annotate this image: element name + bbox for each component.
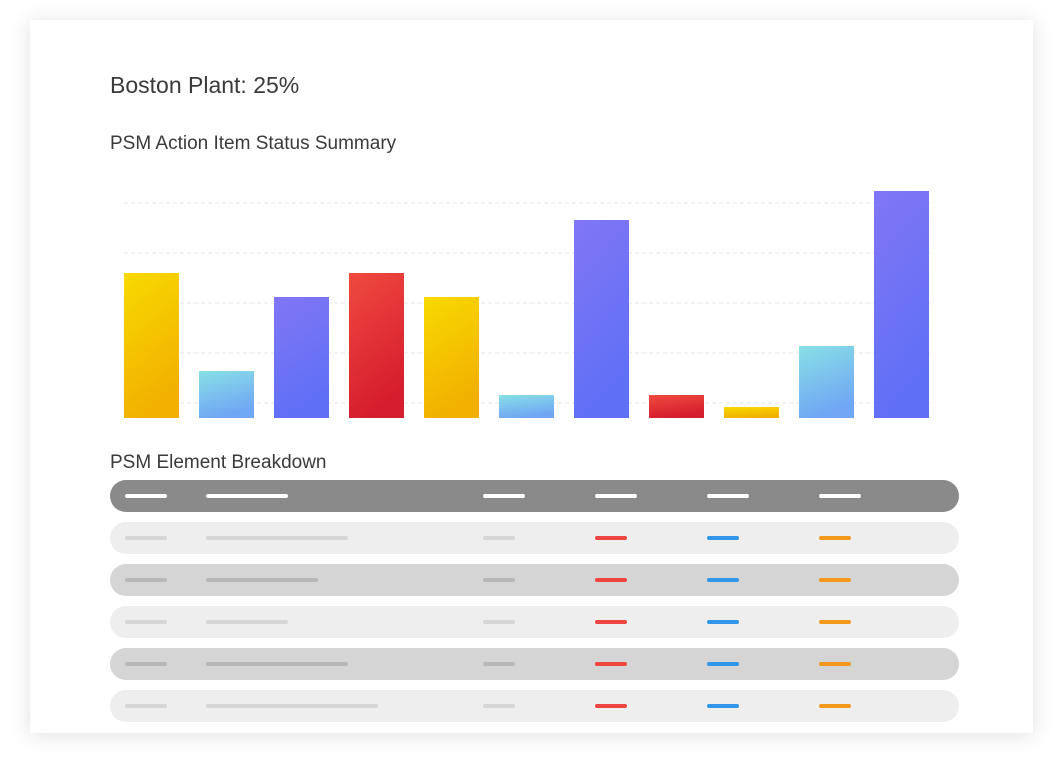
bar	[349, 273, 404, 418]
placeholder-dash	[483, 704, 515, 708]
placeholder-dash	[483, 662, 515, 666]
bar	[199, 371, 254, 418]
bar	[274, 297, 329, 418]
placeholder-dash	[819, 494, 861, 498]
placeholder-dash	[206, 494, 288, 498]
bar	[574, 220, 629, 418]
placeholder-dash	[125, 620, 167, 624]
bar	[874, 191, 929, 418]
placeholder-dash	[595, 494, 637, 498]
bar	[724, 407, 779, 418]
bar	[799, 346, 854, 418]
table-title: PSM Element Breakdown	[110, 452, 327, 473]
table-row	[110, 648, 959, 680]
table	[110, 480, 959, 722]
chart-title: PSM Action Item Status Summary	[110, 133, 397, 154]
placeholder-dash	[707, 704, 739, 708]
table-header	[110, 480, 959, 512]
placeholder-dash	[206, 704, 378, 708]
placeholder-dash	[595, 620, 627, 624]
placeholder-dash	[206, 536, 348, 540]
placeholder-dash	[707, 536, 739, 540]
bar	[424, 297, 479, 418]
placeholder-dash	[819, 578, 851, 582]
placeholder-dash	[707, 662, 739, 666]
bar	[649, 395, 704, 418]
table-row	[110, 606, 959, 638]
placeholder-dash	[206, 620, 288, 624]
placeholder-dash	[483, 578, 515, 582]
bar	[499, 395, 554, 418]
placeholder-dash	[595, 536, 627, 540]
placeholder-dash	[483, 494, 525, 498]
table-row	[110, 564, 959, 596]
placeholder-dash	[125, 578, 167, 582]
placeholder-dash	[819, 536, 851, 540]
table-row	[110, 690, 959, 722]
page-title: Boston Plant: 25%	[110, 72, 299, 98]
placeholder-dash	[819, 662, 851, 666]
chart	[124, 191, 930, 418]
placeholder-dash	[206, 578, 318, 582]
placeholder-dash	[125, 704, 167, 708]
placeholder-dash	[125, 662, 167, 666]
placeholder-dash	[125, 536, 167, 540]
placeholder-dash	[707, 578, 739, 582]
placeholder-dash	[206, 662, 348, 666]
placeholder-dash	[483, 536, 515, 540]
bar	[124, 273, 179, 418]
placeholder-dash	[707, 620, 739, 624]
placeholder-dash	[595, 578, 627, 582]
placeholder-dash	[595, 704, 627, 708]
table-row	[110, 522, 959, 554]
placeholder-dash	[819, 704, 851, 708]
placeholder-dash	[819, 620, 851, 624]
placeholder-dash	[595, 662, 627, 666]
placeholder-dash	[483, 620, 515, 624]
placeholder-dash	[125, 494, 167, 498]
placeholder-dash	[707, 494, 749, 498]
